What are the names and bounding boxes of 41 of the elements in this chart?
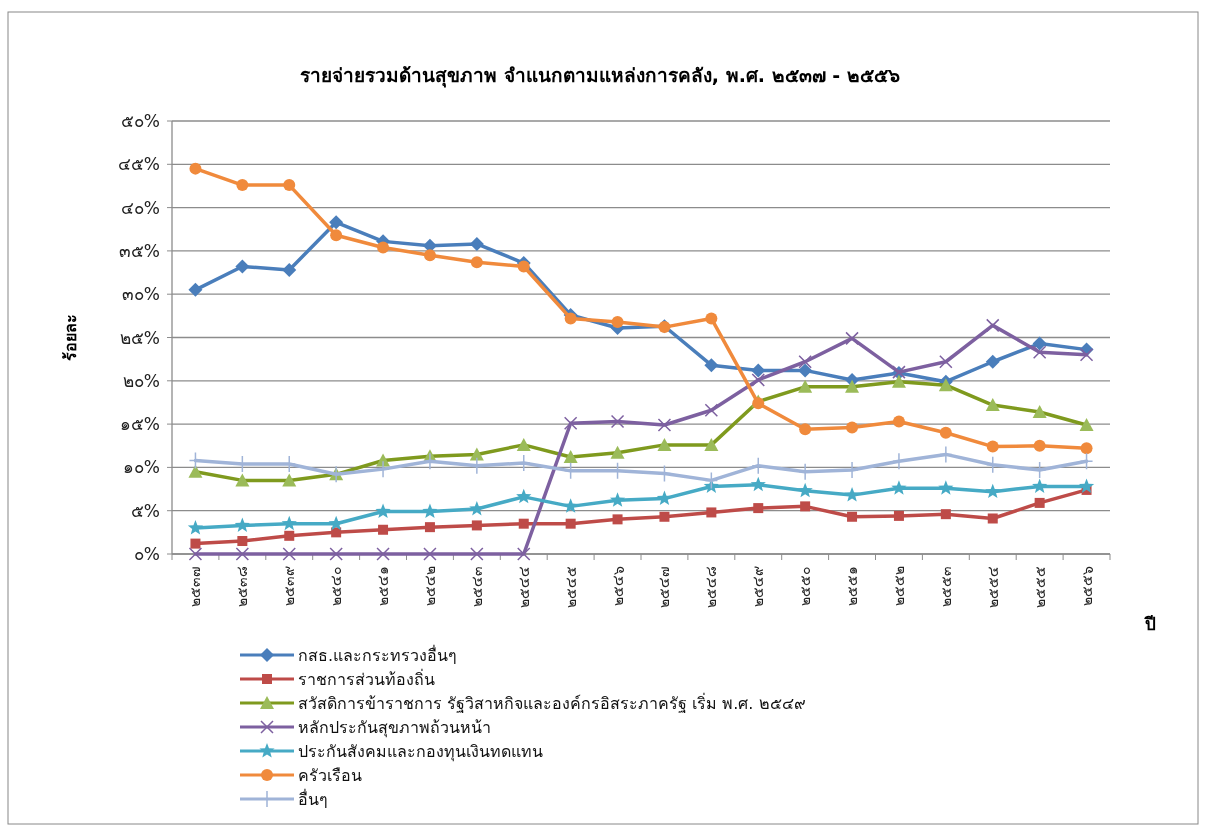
y-tick-label: ๕% [130, 500, 160, 521]
x-tick-label: ๒๕๕๒ [890, 566, 907, 606]
x-tick-label: ๒๕๔๑ [375, 566, 392, 606]
y-tick-label: ๔๐% [120, 197, 160, 218]
x-tick-label: ๒๕๓๘ [234, 566, 251, 607]
y-tick-label: ๑๐% [122, 457, 160, 478]
y-axis-title: ร้อยละ [61, 314, 80, 361]
x-tick-label: ๒๕๕๑ [844, 566, 861, 606]
legend-label: ประกันสังคมและกองทุนเงินทดแทน [298, 742, 543, 762]
y-tick-label: ๓๕% [118, 240, 160, 261]
x-tick-label: ๒๕๔๐ [328, 566, 345, 606]
legend-label: อื่นๆ [298, 788, 328, 809]
legend-label: หลักประกันสุขภาพถ้วนหน้า [298, 718, 491, 738]
legend-label: ครัวเรือน [298, 766, 362, 785]
x-tick-label: ๒๕๕๖ [1078, 566, 1095, 606]
x-tick-label: ๒๕๓๗ [187, 566, 204, 607]
x-tick-label: ๒๕๔๕ [562, 566, 579, 608]
x-tick-label: ๒๕๔๙ [750, 566, 767, 607]
x-axis-title: ปี [1143, 614, 1156, 634]
x-tick-label: ๒๕๔๗ [656, 566, 673, 608]
legend-label: กสธ.และกระทรวงอื่นๆ [298, 644, 458, 665]
y-tick-label: ๓๐% [121, 284, 160, 305]
x-tick-label: ๒๕๕๔ [984, 566, 1001, 608]
x-tick-label: ๒๕๕๐ [797, 566, 814, 606]
x-tick-label: ๒๕๕๕ [1031, 566, 1048, 608]
y-tick-label: ๒๐% [122, 370, 160, 391]
legend-label: สวัสดิการข้าราชการ รัฐวิสาหกิจและองค์กรอิสระภาครัฐ เริ่ม พ.ศ. ๒๕๔๙ [298, 692, 806, 713]
y-tick-label: ๕๐% [120, 111, 160, 131]
x-tick-label: ๒๕๔๒ [421, 566, 438, 606]
x-tick-label: ๒๕๔๘ [703, 566, 720, 608]
chart-title: รายจ่ายรวมด้านสุขภาพ จำแนกตามแหล่งการคลัง, พ.ศ. ๒๕๓๗ - ๒๕๕๖ [300, 64, 900, 88]
x-tick-label: ๒๕๓๙ [281, 566, 298, 606]
x-tick-label: ๒๕๔๓ [468, 566, 485, 607]
x-tick-label: ๒๕๕๓ [937, 566, 954, 607]
x-tick-label: ๒๕๔๔ [515, 566, 532, 608]
y-tick-label: ๐% [133, 544, 160, 564]
x-tick-label: ๒๕๔๖ [609, 566, 626, 606]
legend-label: ราชการส่วนท้องถิ่น [298, 668, 435, 689]
y-tick-label: ๒๕% [119, 327, 160, 348]
y-tick-label: ๔๕% [117, 154, 160, 175]
y-tick-label: ๑๕% [119, 414, 160, 435]
